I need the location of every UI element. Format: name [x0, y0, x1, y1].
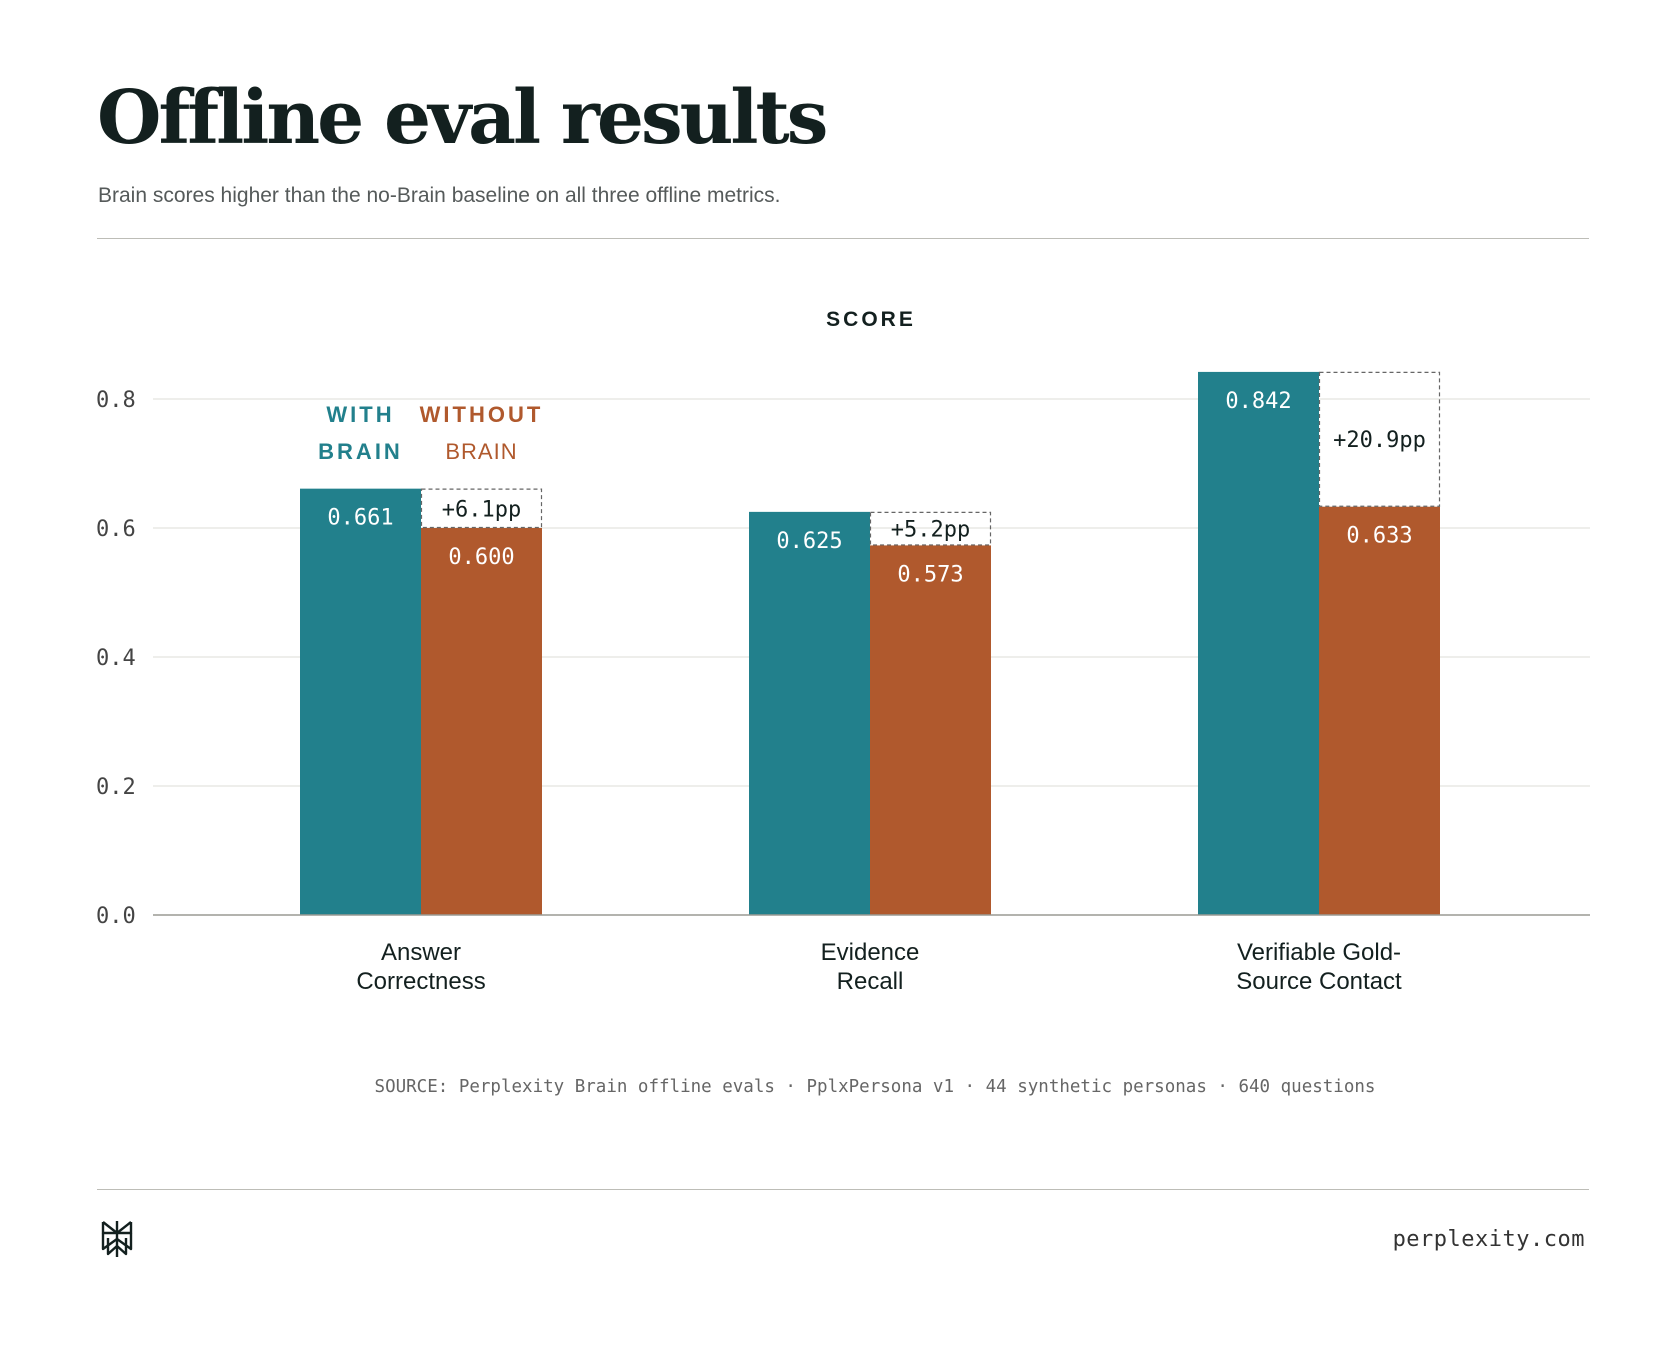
value-label-without-brain: 0.600 [448, 545, 514, 570]
footer-divider [97, 1189, 1589, 1190]
bar-chart: 0.0 0.2 0.4 0.6 0.8 SCORE 0.661 0.600 +6.1pp Answ… [96, 308, 1590, 995]
page-title: Offline eval results [97, 75, 828, 161]
bar-with-brain [1198, 371, 1319, 915]
value-label-without-brain: 0.633 [1346, 524, 1412, 549]
bar-with-brain [300, 488, 421, 915]
legend-with-brain: WITH [326, 402, 394, 427]
bar-without-brain [421, 528, 542, 915]
y-tick-label: 0.8 [96, 388, 136, 413]
y-tick-label: 0.6 [96, 517, 136, 542]
legend-without-brain: WITHOUT [420, 402, 544, 427]
category-label: Recall [837, 968, 904, 995]
category-label: Correctness [356, 968, 485, 995]
value-label-with-brain: 0.661 [327, 506, 393, 531]
delta-label: +20.9pp [1333, 428, 1426, 453]
value-label-without-brain: 0.573 [897, 562, 963, 587]
bar-without-brain [870, 545, 991, 915]
value-label-with-brain: 0.842 [1225, 389, 1291, 414]
y-axis-title: SCORE [826, 308, 916, 331]
category-label: Verifiable Gold- [1237, 939, 1401, 966]
source-note: SOURCE: Perplexity Brain offline evals ·… [374, 1077, 1376, 1097]
perplexity-logo-icon [101, 1221, 133, 1257]
delta-label: +6.1pp [442, 497, 521, 522]
page-subtitle: Brain scores higher than the no-Brain ba… [98, 184, 781, 207]
legend-without-brain: BRAIN [445, 439, 517, 464]
delta-label: +5.2pp [891, 518, 970, 543]
bar-with-brain [749, 511, 870, 915]
y-tick-label: 0.0 [96, 904, 136, 929]
y-tick-label: 0.4 [96, 646, 136, 671]
category-label: Source Contact [1236, 968, 1402, 995]
category-label: Answer [381, 939, 461, 966]
site-url: perplexity.com [1392, 1227, 1585, 1252]
delta-box [869, 511, 992, 546]
value-label-with-brain: 0.625 [776, 529, 842, 554]
header-divider [97, 238, 1589, 239]
y-tick-label: 0.2 [96, 775, 136, 800]
legend-with-brain: BRAIN [318, 439, 403, 464]
bar-without-brain [1319, 506, 1440, 915]
category-label: Evidence [821, 939, 920, 966]
delta-box [420, 488, 543, 529]
delta-box [1318, 371, 1441, 507]
